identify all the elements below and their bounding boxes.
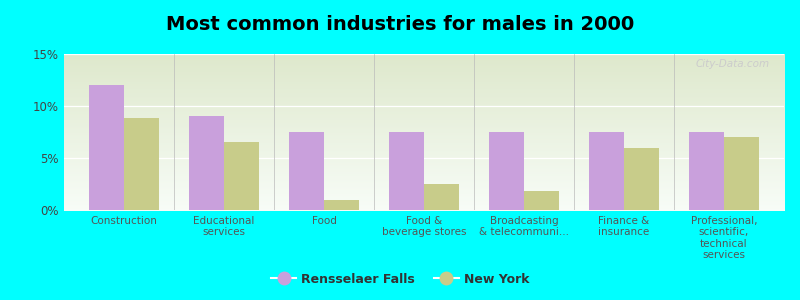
Bar (724, 137, 759, 210)
Legend: Rensselaer Falls, New York: Rensselaer Falls, New York (266, 268, 534, 291)
Bar (89, 85, 124, 210)
Text: City-Data.com: City-Data.com (695, 59, 770, 69)
Bar (124, 118, 159, 210)
Bar (189, 116, 224, 210)
Bar (689, 132, 724, 210)
Bar (224, 142, 259, 210)
Bar (589, 132, 624, 210)
Bar (289, 132, 324, 210)
Bar (524, 191, 559, 210)
Text: Most common industries for males in 2000: Most common industries for males in 2000 (166, 15, 634, 34)
Bar (489, 132, 524, 210)
Bar (324, 200, 359, 210)
Bar (624, 148, 659, 210)
Bar (424, 184, 459, 210)
Bar (389, 132, 424, 210)
